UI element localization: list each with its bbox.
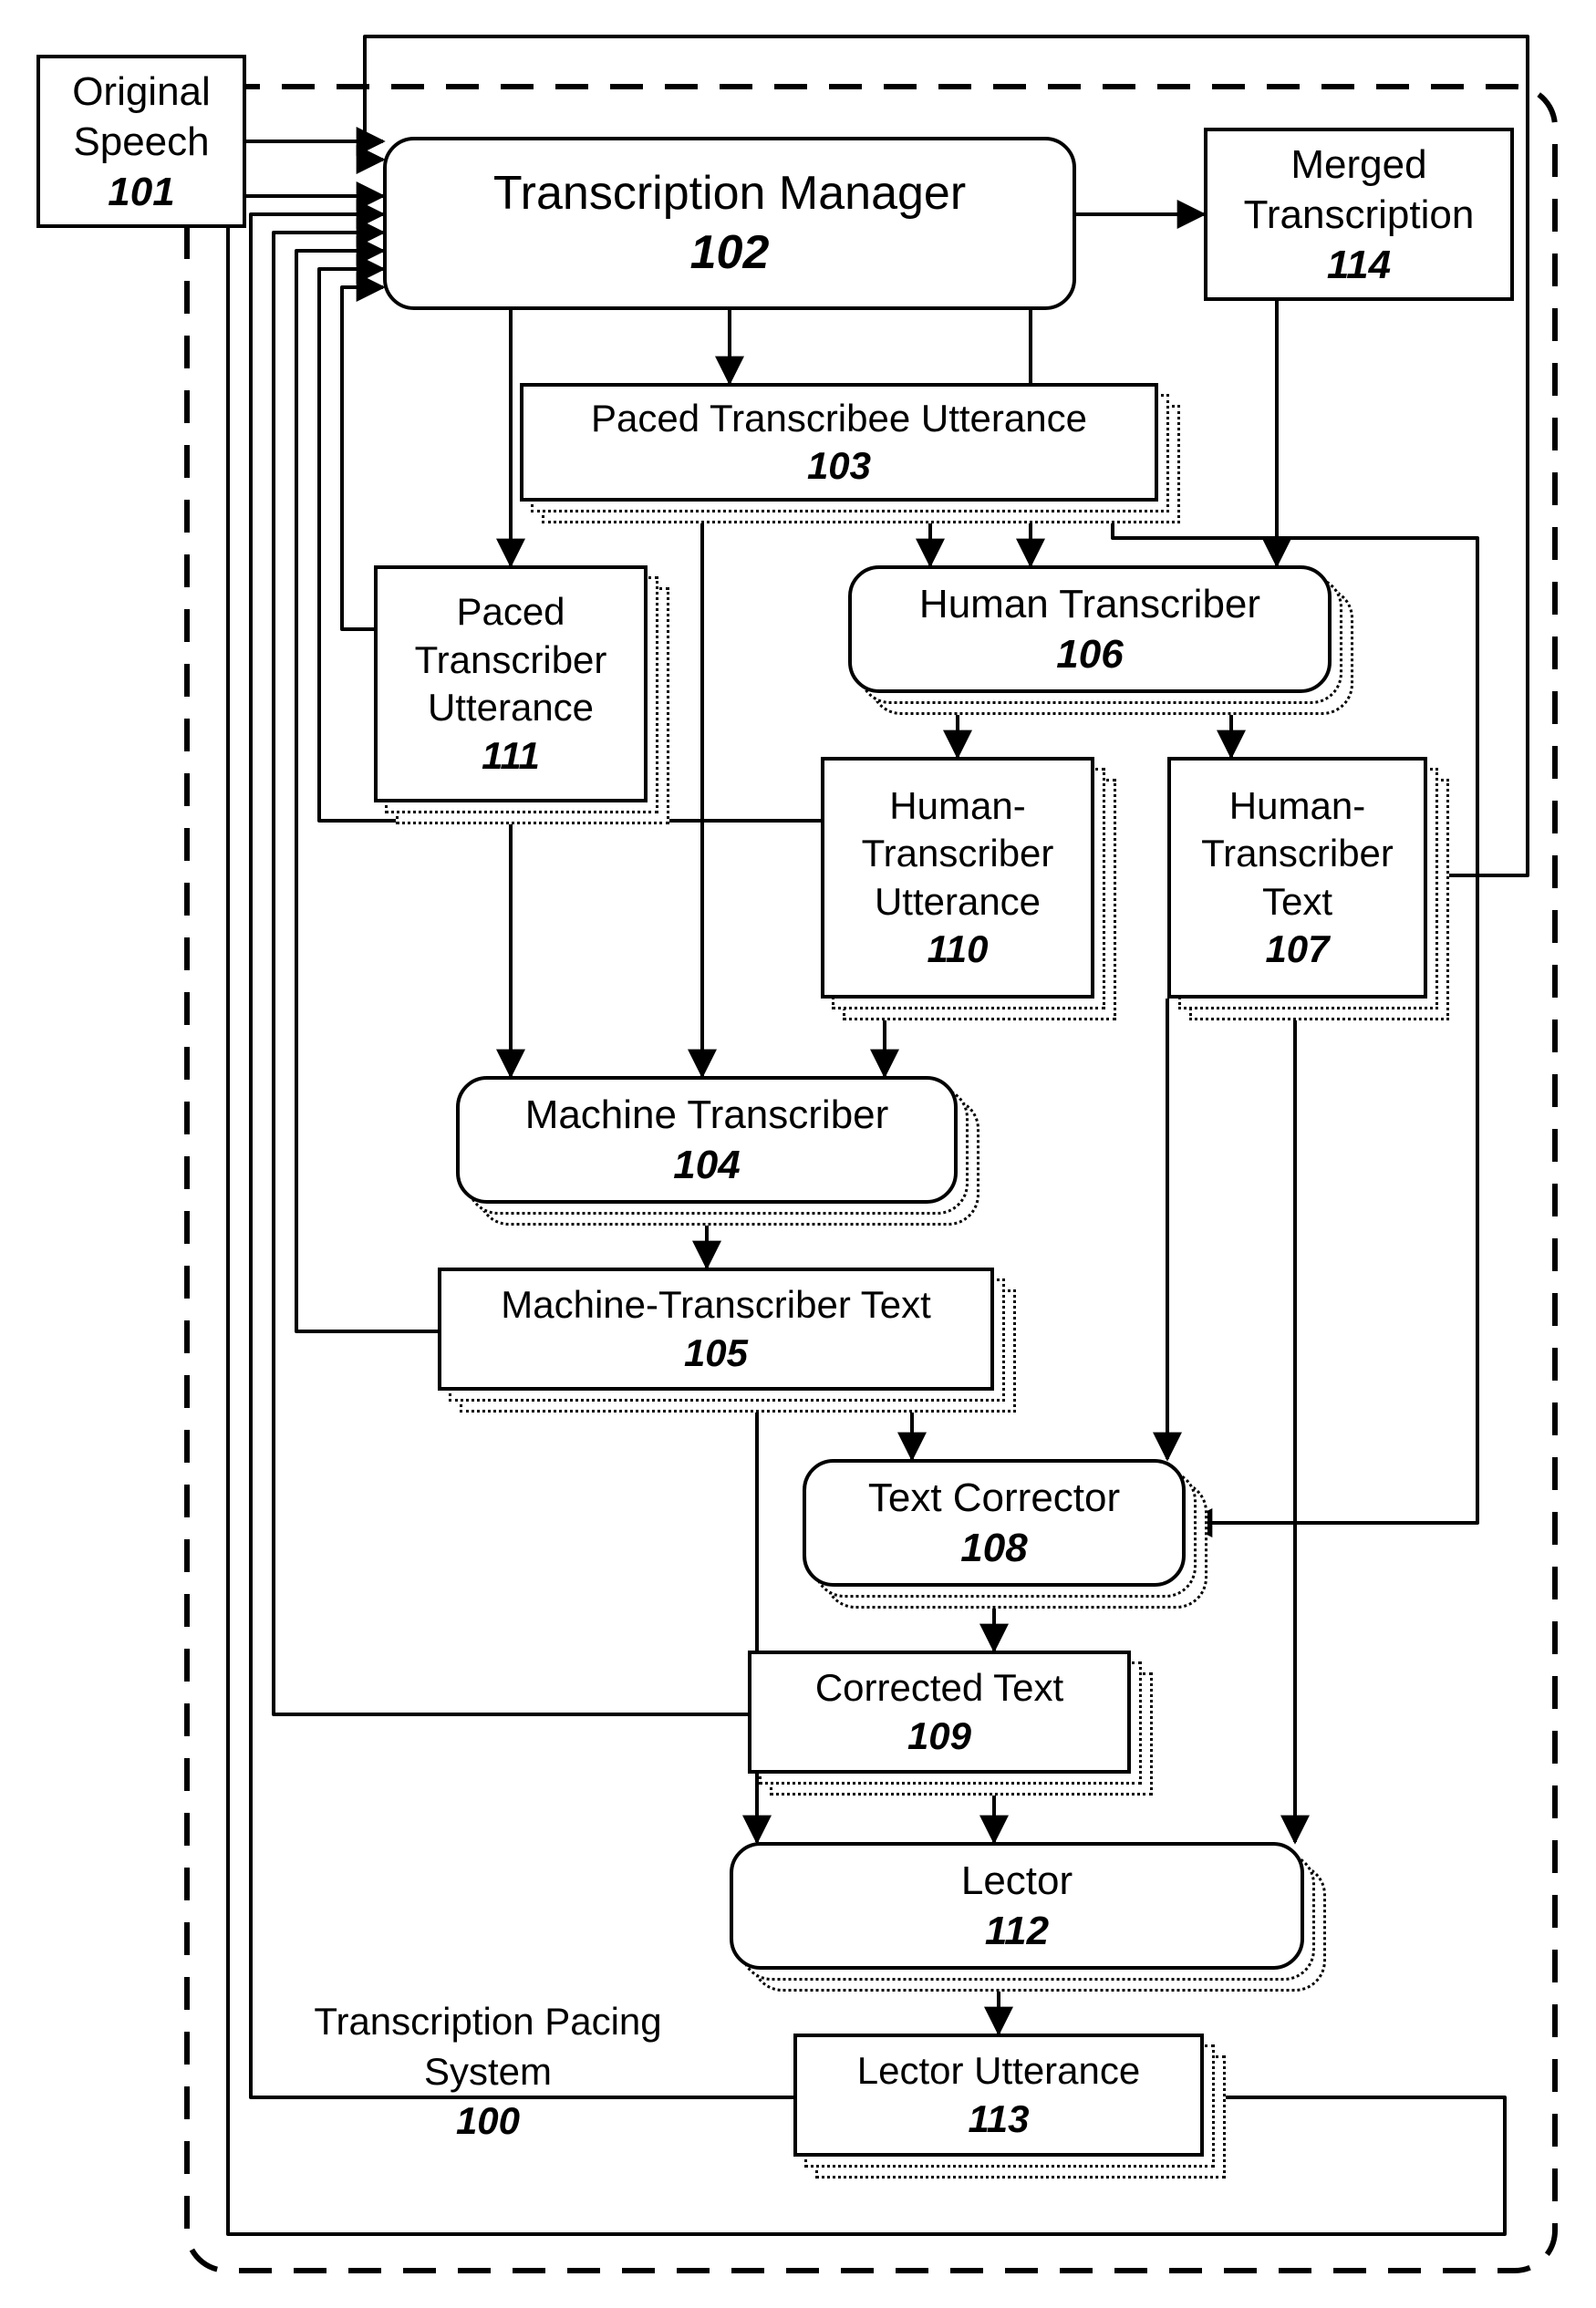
node-n104: Machine Transcriber104 bbox=[456, 1076, 958, 1204]
system-label-num: 100 bbox=[292, 2096, 684, 2147]
node-n106: Human Transcriber106 bbox=[848, 565, 1332, 693]
node-n110-title: Human-Transcriber Utterance bbox=[824, 782, 1091, 926]
node-n102-num: 102 bbox=[690, 223, 770, 283]
node-n113-title: Lector Utterance bbox=[857, 2047, 1141, 2096]
node-n102-title: Transcription Manager bbox=[493, 164, 966, 223]
node-n103-title: Paced Transcribee Utterance bbox=[591, 395, 1087, 443]
node-n114-title: Merged Transcription bbox=[1207, 140, 1510, 240]
node-n102: Transcription Manager102 bbox=[383, 137, 1076, 310]
node-n101-title: Original Speech bbox=[40, 67, 243, 167]
system-label-title: Transcription Pacing System bbox=[292, 1997, 684, 2096]
node-n109-num: 109 bbox=[907, 1713, 971, 1761]
node-n113-num: 113 bbox=[969, 2096, 1030, 2144]
node-n103-num: 103 bbox=[807, 442, 871, 491]
node-n112: Lector112 bbox=[730, 1842, 1304, 1970]
node-n110: Human-Transcriber Utterance110 bbox=[821, 757, 1094, 999]
node-n106-title: Human Transcriber bbox=[919, 579, 1260, 629]
node-n110-num: 110 bbox=[928, 926, 989, 974]
node-n105-num: 105 bbox=[684, 1330, 748, 1378]
node-n108-num: 108 bbox=[960, 1523, 1027, 1573]
node-n113: Lector Utterance113 bbox=[793, 2034, 1204, 2157]
node-n107: Human-Transcriber Text107 bbox=[1167, 757, 1427, 999]
node-n114: Merged Transcription114 bbox=[1204, 128, 1514, 301]
node-n104-num: 104 bbox=[673, 1140, 740, 1190]
node-n101: Original Speech101 bbox=[36, 55, 246, 228]
node-n108-title: Text Corrector bbox=[868, 1473, 1120, 1523]
node-n107-title: Human-Transcriber Text bbox=[1171, 782, 1424, 926]
node-n105: Machine-Transcriber Text105 bbox=[438, 1268, 994, 1391]
node-n101-num: 101 bbox=[108, 167, 174, 217]
node-n111-title: Paced Transcriber Utterance bbox=[378, 588, 644, 732]
system-label: Transcription Pacing System100 bbox=[292, 1997, 684, 2147]
node-n111: Paced Transcriber Utterance111 bbox=[374, 565, 648, 802]
node-n108: Text Corrector108 bbox=[803, 1459, 1186, 1587]
node-n104-title: Machine Transcriber bbox=[525, 1090, 889, 1140]
node-n111-num: 111 bbox=[482, 732, 540, 781]
node-n109: Corrected Text109 bbox=[748, 1651, 1131, 1774]
node-n114-num: 114 bbox=[1327, 240, 1391, 290]
node-n107-num: 107 bbox=[1265, 926, 1329, 974]
node-n112-title: Lector bbox=[961, 1856, 1073, 1906]
node-n112-num: 112 bbox=[985, 1906, 1049, 1956]
node-n103: Paced Transcribee Utterance103 bbox=[520, 383, 1158, 502]
node-n109-title: Corrected Text bbox=[815, 1664, 1063, 1713]
node-n106-num: 106 bbox=[1056, 629, 1123, 679]
node-n105-title: Machine-Transcriber Text bbox=[501, 1281, 931, 1330]
